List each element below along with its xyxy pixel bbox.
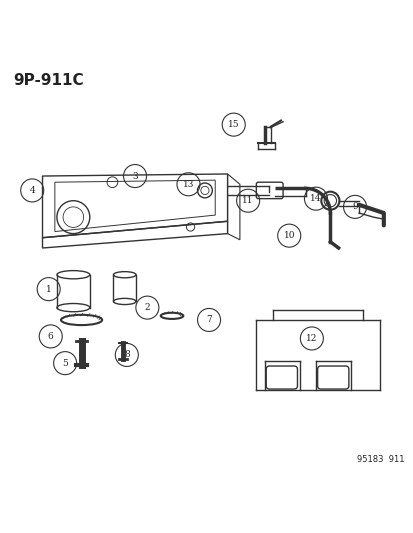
Text: 3: 3 (132, 172, 138, 181)
Text: 95183  911: 95183 911 (356, 455, 404, 464)
Text: 2: 2 (144, 303, 150, 312)
Text: 4: 4 (29, 186, 35, 195)
Text: 14: 14 (309, 194, 321, 203)
Text: 1: 1 (46, 285, 52, 294)
Text: 5: 5 (62, 359, 68, 368)
Text: 9P-911C: 9P-911C (14, 73, 84, 88)
Text: 10: 10 (283, 231, 294, 240)
Text: 11: 11 (242, 196, 253, 205)
Text: 9: 9 (351, 203, 357, 212)
Text: 7: 7 (206, 316, 211, 325)
Text: 8: 8 (123, 350, 129, 359)
Text: 12: 12 (306, 334, 317, 343)
Text: 6: 6 (48, 332, 53, 341)
Text: 13: 13 (183, 180, 194, 189)
Text: 15: 15 (228, 120, 239, 129)
